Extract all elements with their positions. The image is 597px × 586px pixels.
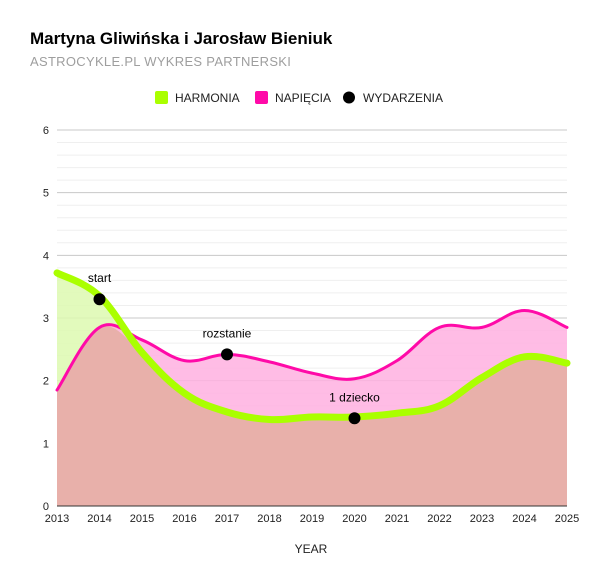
event-point [221, 348, 233, 361]
chart-subtitle: ASTROCYKLE.PL WYKRES PARTNERSKI [30, 54, 292, 69]
event-point [348, 412, 361, 425]
legend-label: HARMONIA [175, 91, 240, 105]
areas [57, 272, 567, 506]
y-tick-label: 2 [43, 376, 49, 388]
legend-label: WYDARZENIA [363, 91, 443, 105]
harmonia-line [53, 269, 571, 424]
x-tick-label: 2024 [512, 513, 536, 525]
y-tick-label: 0 [43, 501, 49, 513]
event-label: rozstanie [203, 326, 252, 340]
series-lines [53, 269, 571, 424]
chart-title: Martyna Gliwińska i Jarosław Bieniuk [30, 29, 333, 48]
x-tick-label: 2022 [427, 513, 451, 525]
overlap-area [57, 326, 567, 506]
x-tick-label: 2019 [300, 513, 324, 525]
legend: HARMONIA NAPIĘCIA WYDARZENIA [155, 91, 443, 105]
x-tick-label: 2025 [555, 513, 579, 525]
x-tick-label: 2023 [470, 513, 494, 525]
x-tick-label: 2016 [172, 513, 196, 525]
x-tick-label: 2013 [45, 513, 69, 525]
event-label: 1 dziecko [329, 390, 380, 404]
y-tick-label: 4 [43, 250, 49, 262]
legend-swatch [155, 91, 168, 104]
event-markers: start rozstanie 1 dziecko [88, 271, 380, 425]
event-label: start [88, 271, 112, 285]
x-tick-label: 2021 [385, 513, 409, 525]
legend-swatch [343, 91, 355, 104]
napiecia-line [55, 308, 569, 392]
x-tick-label: 2018 [257, 513, 281, 525]
x-tick-label: 2017 [215, 513, 239, 525]
axes: 0 1 2 3 4 5 6 2013 2014 2015 2016 2017 2018 2019 2020 2… [43, 125, 579, 556]
event-point [93, 293, 106, 306]
legend-label: NAPIĘCIA [275, 91, 331, 105]
x-tick-label: 2015 [130, 513, 154, 525]
y-tick-label: 5 [43, 188, 49, 200]
y-tick-label: 3 [43, 313, 49, 325]
y-tick-label: 1 [43, 438, 49, 450]
x-tick-label: 2014 [87, 513, 111, 525]
x-tick-label: 2020 [342, 513, 366, 525]
y-tick-label: 6 [43, 125, 49, 137]
legend-swatch [255, 91, 268, 104]
x-axis-title: YEAR [295, 542, 328, 556]
